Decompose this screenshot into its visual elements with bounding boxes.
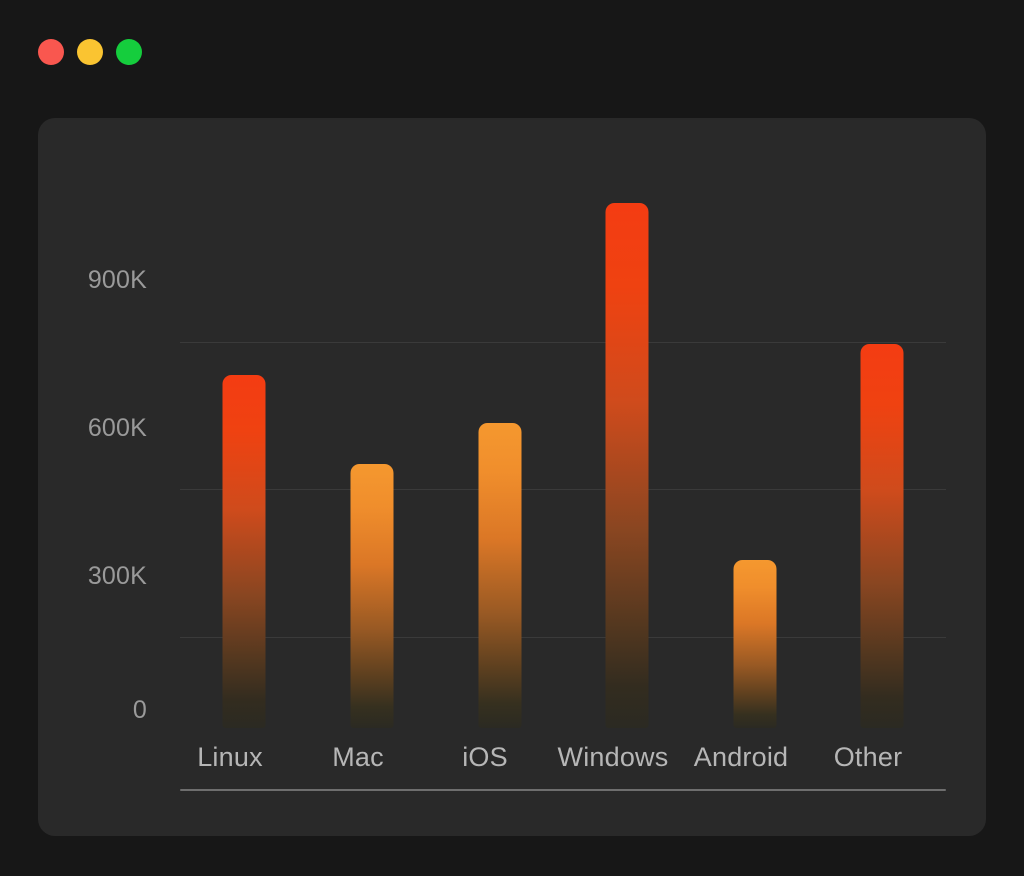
gridline-600k <box>180 489 946 490</box>
bar-windows[interactable] <box>605 203 649 728</box>
x-axis-line <box>180 789 946 791</box>
bar-slot-windows <box>563 118 691 728</box>
x-tick-label-android: Android <box>693 742 789 772</box>
plot-area <box>180 180 946 791</box>
window-controls <box>38 39 142 65</box>
y-tick-label-0: 0 <box>132 696 147 724</box>
window-titlebar <box>0 0 1024 104</box>
x-tick-label-ios: iOS <box>462 742 508 772</box>
y-tick-label-600k: 600K <box>87 414 147 442</box>
bar-linux[interactable] <box>222 375 266 728</box>
x-tick-label-windows: Windows <box>557 742 669 772</box>
bar-other[interactable] <box>860 344 904 728</box>
y-tick-label-300k: 300K <box>87 562 147 590</box>
bar-slot-mac <box>308 118 436 728</box>
y-tick-label-900k: 900K <box>87 266 147 294</box>
bar-slot-linux <box>180 118 308 728</box>
bar-slot-android <box>691 118 819 728</box>
x-axis-labels: Linux Mac iOS Windows Android Other <box>180 740 946 790</box>
y-axis-labels: 900K 600K 300K 0 <box>0 118 147 876</box>
gridline-900k <box>180 342 946 343</box>
zoom-window-icon[interactable] <box>116 39 142 65</box>
gridline-300k <box>180 637 946 638</box>
bar-slot-other <box>818 118 946 728</box>
minimize-window-icon[interactable] <box>77 39 103 65</box>
bar-series <box>180 118 946 728</box>
x-tick-label-linux: Linux <box>197 742 263 772</box>
bar-slot-ios <box>436 118 564 728</box>
close-window-icon[interactable] <box>38 39 64 65</box>
x-tick-label-other: Other <box>833 742 903 772</box>
bar-mac[interactable] <box>350 464 394 728</box>
x-tick-label-mac: Mac <box>332 742 384 772</box>
bar-ios[interactable] <box>478 423 522 728</box>
bar-android[interactable] <box>733 560 777 728</box>
